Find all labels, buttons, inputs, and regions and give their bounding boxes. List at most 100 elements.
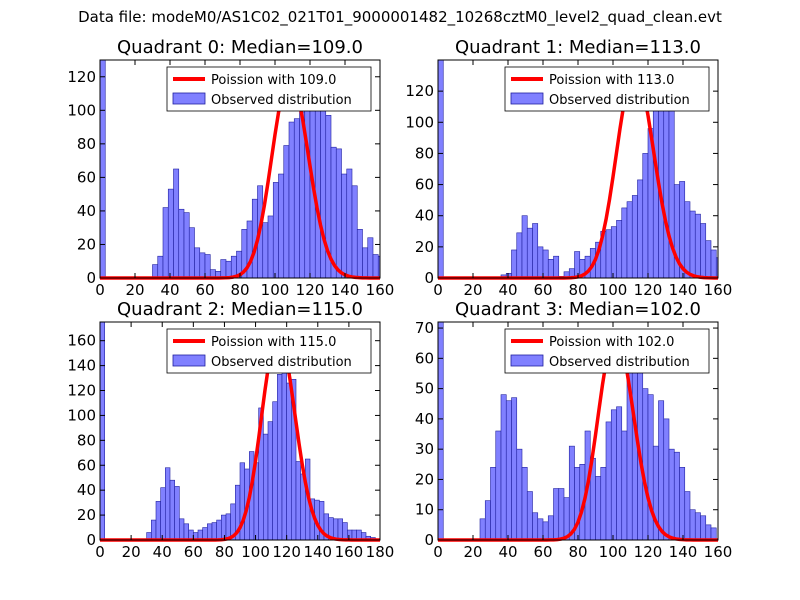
q3-legend-hist-label: Observed distribution — [549, 355, 690, 370]
q3-ytick-label: 40 — [415, 410, 434, 428]
q1-ytick-label: 60 — [415, 176, 434, 194]
q3-hist-bar — [668, 448, 675, 541]
q3-legend-poisson-label: Poission with 102.0 — [549, 335, 674, 350]
q0-xtick-label: 40 — [160, 281, 179, 299]
q0-hist-bar — [188, 227, 195, 279]
q1-hist-bar — [626, 201, 633, 279]
q3-ytick-label: 60 — [415, 349, 434, 367]
q3-hist-bar — [673, 451, 680, 541]
q3-panel-title: Quadrant 3: Median=102.0 — [455, 299, 701, 320]
q2-ytick-label: 140 — [67, 357, 96, 375]
q0-hist-bar — [362, 247, 369, 279]
q0-xtick-label: 120 — [296, 281, 325, 299]
q1-xtick-label: 20 — [463, 281, 482, 299]
q0-hist-bar — [283, 145, 290, 279]
q3-ytick-label: 0 — [424, 531, 434, 549]
q0-xtick-label: 140 — [331, 281, 360, 299]
q3-hist-bar — [558, 488, 565, 541]
q2-hist-bar — [337, 518, 343, 541]
q3-ytick-label: 50 — [415, 380, 434, 398]
q3-hist-bar — [553, 488, 560, 541]
q3-xtick-label: 80 — [568, 543, 587, 561]
q3-ytick-label: 30 — [415, 440, 434, 458]
q0-xtick-label: 0 — [95, 281, 105, 299]
q2-ytick-label: 80 — [77, 431, 96, 449]
q3-hist-bar — [437, 321, 444, 541]
q0-ytick-label: 40 — [77, 202, 96, 220]
q2-panel-title: Quadrant 2: Median=115.0 — [117, 299, 363, 320]
q2-hist-bar — [263, 433, 269, 541]
q2-hist-bar — [160, 487, 166, 541]
q0-hist-bar — [346, 168, 353, 279]
q0-xtick-label: 60 — [195, 281, 214, 299]
q3-hist-bar — [516, 448, 523, 541]
q3-xtick-label: 0 — [433, 543, 443, 561]
q1-hist-bar — [526, 227, 533, 279]
q1-hist-bar — [689, 210, 696, 279]
q3-hist-bar — [616, 406, 623, 541]
q1-hist-bar — [705, 240, 712, 279]
q2-hist-bar — [183, 523, 189, 541]
q1-hist-bar — [511, 249, 518, 279]
q1-xtick-label: 120 — [634, 281, 663, 299]
q3-hist-bar — [679, 467, 686, 541]
q1-hist-bar — [516, 232, 523, 279]
q3-hist-bar — [705, 524, 712, 541]
q2-hist-bar — [174, 486, 180, 541]
q0-hist-bar — [178, 208, 185, 279]
q2-xtick-label: 80 — [215, 543, 234, 561]
q3-xtick-label: 60 — [533, 543, 552, 561]
q1-hist-bar — [700, 223, 707, 279]
q0-hist-bar — [351, 185, 358, 279]
q2-hist-bar — [207, 523, 213, 541]
q3-hist-bar — [689, 509, 696, 541]
q3-hist-bar — [694, 512, 701, 541]
q0-legend-hist-swatch — [172, 92, 206, 105]
q3-hist-bar — [610, 409, 617, 541]
q2-hist-bar — [179, 518, 185, 541]
q2-hist-bar — [295, 461, 301, 541]
q1-hist-bar — [521, 215, 528, 279]
q2-xtick-label: 20 — [122, 543, 141, 561]
q0-hist-bar — [220, 259, 227, 279]
q0-hist-bar — [152, 264, 159, 279]
q2-hist-bar — [169, 479, 175, 541]
q3-xtick-label: 160 — [704, 543, 733, 561]
q3-xtick-label: 20 — [463, 543, 482, 561]
q0-hist-bar — [341, 173, 348, 279]
q2-hist-bar — [221, 514, 227, 541]
q3-hist-bar — [605, 421, 612, 541]
q1-xtick-label: 100 — [599, 281, 628, 299]
q3-hist-bar — [542, 521, 549, 541]
q2-hist-bar — [272, 401, 278, 541]
q2-hist-bar — [281, 370, 287, 541]
q2-hist-bar — [151, 519, 157, 541]
q1-hist-bar — [610, 226, 617, 279]
q2-hist-bar — [99, 321, 105, 541]
q0-hist-bar — [356, 229, 363, 279]
q1-hist-bar — [642, 153, 649, 279]
q3-hist-bar — [621, 430, 628, 541]
q0-hist-bar — [194, 247, 201, 279]
q0-hist-bar — [99, 59, 106, 279]
q2-ytick-label: 40 — [77, 481, 96, 499]
q0-xtick-label: 160 — [366, 281, 395, 299]
q3-hist-bar — [568, 445, 575, 541]
q1-hist-bar — [574, 251, 581, 279]
q1-xtick-label: 0 — [433, 281, 443, 299]
q0-hist-bar — [288, 121, 295, 279]
q0-hist-bar — [173, 168, 180, 279]
q0-panel-title: Quadrant 0: Median=109.0 — [117, 37, 363, 58]
q1-hist-bar — [537, 246, 544, 279]
q3-hist-bar — [505, 400, 512, 541]
q2-hist-bar — [211, 522, 217, 541]
q0-legend-poisson-label: Poission with 109.0 — [211, 73, 336, 88]
q1-legend-hist-label: Observed distribution — [549, 93, 690, 108]
q1-hist-bar — [542, 249, 549, 279]
q1-hist-bar — [547, 259, 554, 279]
q1-ytick-label: 100 — [405, 113, 434, 131]
q2-legend-hist-swatch — [172, 354, 206, 367]
q0-ytick-label: 60 — [77, 168, 96, 186]
q1-hist-bar — [532, 223, 539, 279]
